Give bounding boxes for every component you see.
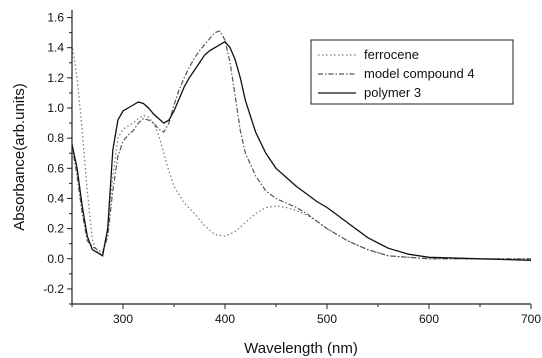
y-tick-label: 0.8 [47,131,64,145]
y-tick-label: 1.6 [47,11,64,25]
y-tick-label: 0.0 [47,252,64,266]
legend-label-polymer-3: polymer 3 [364,85,421,100]
x-axis-title: Wavelength (nm) [244,340,358,357]
x-ticks: 300 400 500 600 700 [71,304,541,326]
axes-layer [71,10,531,305]
legend: ferrocene model compound 4 polymer 3 [310,39,514,105]
y-tick-label: 1.4 [47,41,64,55]
y-tick-label: 0.2 [47,222,64,236]
series-line-polymer-3 [71,40,532,261]
legend-label-ferrocene: ferrocene [364,47,419,62]
x-tick-label: 300 [113,312,133,326]
x-tick-label: 600 [419,312,439,326]
legend-box [310,39,514,105]
legend-label-model-compound-4: model compound 4 [364,66,475,81]
y-axis-title: Absorbance(arb.units) [11,83,28,231]
x-tick-label: 700 [521,312,541,326]
series-line-model-compound-4 [71,30,531,260]
y-tick-label: -0.2 [43,282,64,296]
y-tick-label: 0.6 [47,161,64,175]
x-tick-label: 500 [317,312,337,326]
x-tick-label: 400 [215,312,235,326]
y-tick-label: 1.0 [47,101,64,115]
y-tick-label: 1.2 [47,71,64,85]
y-ticks: -0.2 0.0 0.2 0.4 0.6 0.8 1.0 1.2 1.4 1.6 [43,11,72,305]
y-tick-label: 0.4 [47,191,64,205]
series-layer [71,30,532,261]
